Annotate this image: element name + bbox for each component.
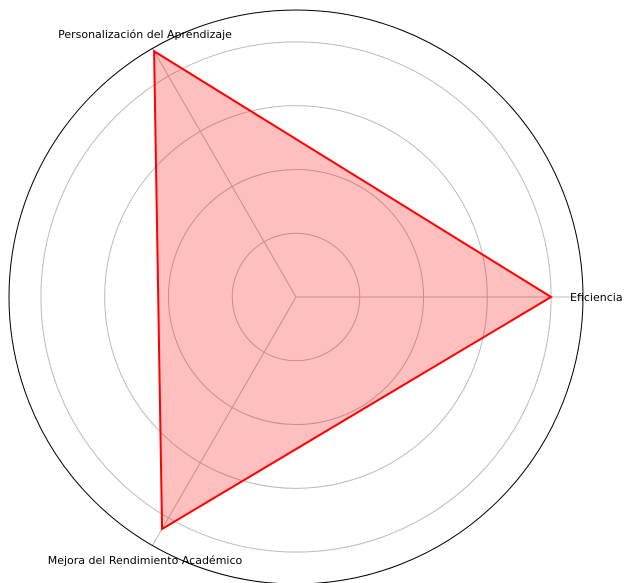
outer-frame <box>8 9 584 583</box>
category-label: Mejora del Rendimiento Académico <box>48 554 243 567</box>
category-label: Personalización del Aprendizaje <box>58 28 232 41</box>
spoke <box>152 296 297 546</box>
radar-area <box>153 49 554 531</box>
category-label: Eficiencia <box>570 291 623 304</box>
spoke <box>152 48 297 298</box>
